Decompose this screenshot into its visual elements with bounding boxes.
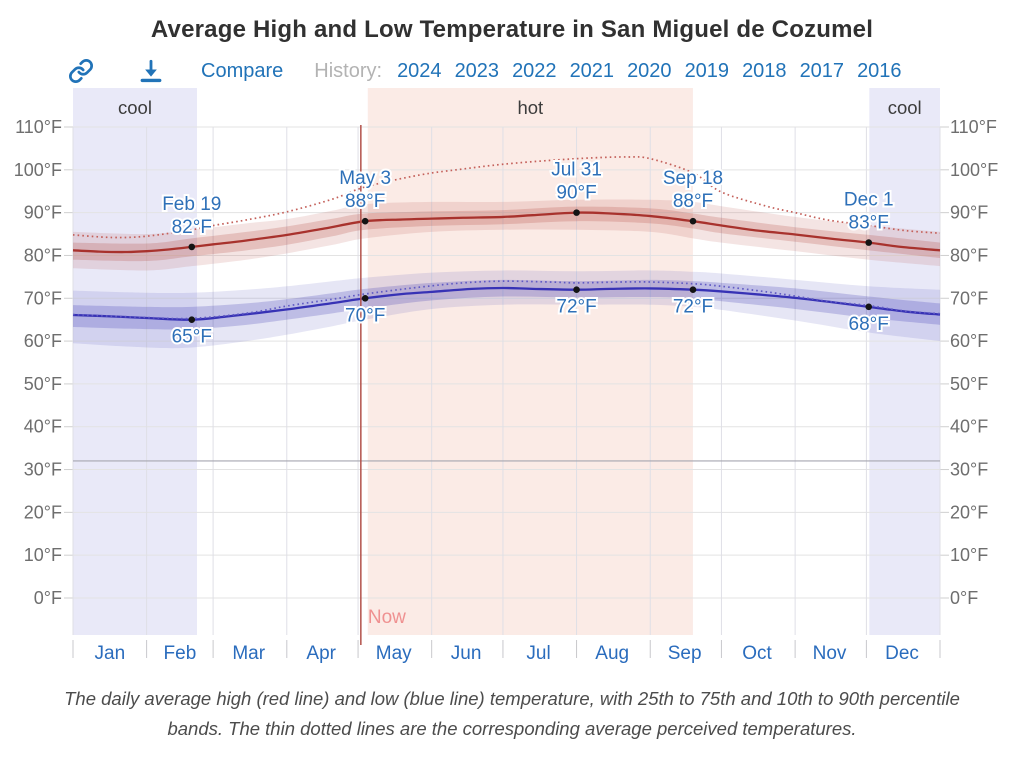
y-axis-label-right: 100°F [950, 160, 998, 180]
history-year-2022[interactable]: 2022 [512, 59, 557, 82]
y-axis-label-right: 20°F [950, 502, 988, 522]
annotation-value-label: 88°F [673, 191, 713, 212]
y-axis-label-left: 20°F [24, 502, 62, 522]
annotation-dot-high [188, 243, 196, 251]
season-label-cool: cool [888, 97, 922, 118]
series-average-low-line [72, 286, 941, 321]
season-band-cool [73, 88, 197, 635]
month-label-aug: Aug [595, 643, 629, 664]
annotation-dot-high [573, 209, 580, 216]
annotation-dot-low [865, 303, 873, 311]
annotation-date-label: Dec 1 [844, 190, 894, 211]
y-axis-label-right: 90°F [950, 203, 988, 223]
y-axis-label-left: 110°F [15, 117, 62, 137]
y-axis-label-left: 80°F [24, 245, 62, 265]
month-label-may: May [376, 643, 412, 664]
month-label-jun: Jun [451, 643, 482, 664]
month-label-apr: Apr [306, 643, 336, 664]
y-axis-label-right: 10°F [950, 545, 988, 565]
month-label-mar: Mar [232, 643, 265, 664]
y-axis-label-left: 70°F [24, 288, 62, 308]
season-band-cool [869, 88, 940, 635]
band-low-10th-90th-percentile [73, 270, 940, 349]
history-year-2017[interactable]: 2017 [799, 59, 845, 82]
annotation-value-label: 83°F [849, 213, 889, 234]
history-year-2019[interactable]: 2019 [684, 59, 730, 82]
season-label-hot: hot [517, 97, 543, 118]
y-axis-label-right: 0°F [950, 588, 978, 608]
annotation-date-label: May 3 [339, 168, 391, 189]
season-label-cool: cool [118, 97, 152, 118]
annotation-value-label: 90°F [556, 183, 596, 204]
month-label-feb: Feb [164, 643, 197, 664]
download-button[interactable] [138, 58, 164, 84]
annotation-dot-high [689, 217, 697, 225]
history-year-2016[interactable]: 2016 [857, 59, 902, 82]
band-high-10th-90th-percentile [73, 199, 940, 271]
annotation-value-label: 68°F [849, 314, 889, 335]
band-high-25th-75th-percentile [73, 206, 940, 262]
annotation-dot-high [865, 239, 873, 246]
annotation-value-label: 72°F [556, 297, 596, 318]
annotation-value-label: 88°F [345, 191, 385, 212]
y-axis-label-left: 0°F [34, 588, 62, 608]
season-band-hot [367, 88, 693, 635]
annotation-dot-low [573, 286, 580, 294]
link-icon [69, 59, 93, 83]
annotation-value-label: 72°F [673, 297, 713, 318]
y-axis-label-left: 100°F [14, 160, 62, 180]
history-year-2020[interactable]: 2020 [627, 59, 672, 82]
annotation-date-label: Feb 19 [162, 194, 221, 215]
annotation-dot-low [689, 286, 697, 294]
month-label-jan: Jan [95, 643, 126, 664]
annotation-dot-low [361, 294, 369, 302]
y-axis-label-left: 40°F [24, 417, 62, 437]
history-year-2021[interactable]: 2021 [569, 59, 615, 82]
annotation-value-label: 70°F [345, 305, 385, 326]
download-icon [140, 59, 162, 83]
y-axis-label-right: 80°F [950, 245, 988, 265]
chart-caption: The daily average high (red line) and lo… [64, 688, 960, 739]
y-axis-label-left: 50°F [24, 374, 62, 394]
annotation-date-label: Jul 31 [551, 160, 602, 181]
share-link-button[interactable] [68, 58, 94, 84]
y-axis-label-right: 60°F [950, 331, 988, 351]
month-label-dec: Dec [885, 643, 919, 664]
history-label: History: [314, 59, 383, 82]
page-title: Average High and Low Temperature in San … [150, 16, 874, 43]
month-label-oct: Oct [742, 643, 772, 664]
month-label-jul: Jul [526, 643, 550, 664]
history-year-2023[interactable]: 2023 [454, 59, 500, 82]
series-perceived-high-line [72, 156, 941, 239]
toolbar: Compare History: 2024 2023 2022 2021 2020 201… [68, 56, 902, 86]
y-axis-label-right: 30°F [950, 460, 988, 480]
y-axis-label-left: 30°F [24, 460, 62, 480]
y-axis-label-left: 60°F [24, 331, 62, 351]
annotation-dot-high [361, 217, 369, 225]
month-label-sep: Sep [668, 643, 702, 664]
y-axis-label-right: 50°F [950, 374, 988, 394]
annotation-dot-low [188, 316, 196, 323]
history-year-2024[interactable]: 2024 [397, 59, 442, 82]
y-axis-label-right: 40°F [950, 417, 988, 437]
compare-link[interactable]: Compare [201, 59, 284, 82]
history-years: 2024 2023 2022 2021 2020 2019 2018 2017 2016 [397, 60, 902, 83]
annotation-value-label: 82°F [172, 217, 212, 238]
y-axis-label-right: 110°F [950, 117, 997, 137]
series-average-high-line [72, 211, 941, 254]
annotation-value-label: 65°F [172, 327, 212, 348]
month-label-nov: Nov [813, 643, 847, 664]
y-axis-label-right: 70°F [950, 288, 988, 308]
history-year-2018[interactable]: 2018 [742, 59, 787, 82]
now-label: Now [368, 607, 406, 628]
annotation-date-label: Sep 18 [663, 168, 723, 189]
y-axis-label-left: 90°F [24, 203, 62, 223]
y-axis-label-left: 10°F [24, 545, 62, 565]
